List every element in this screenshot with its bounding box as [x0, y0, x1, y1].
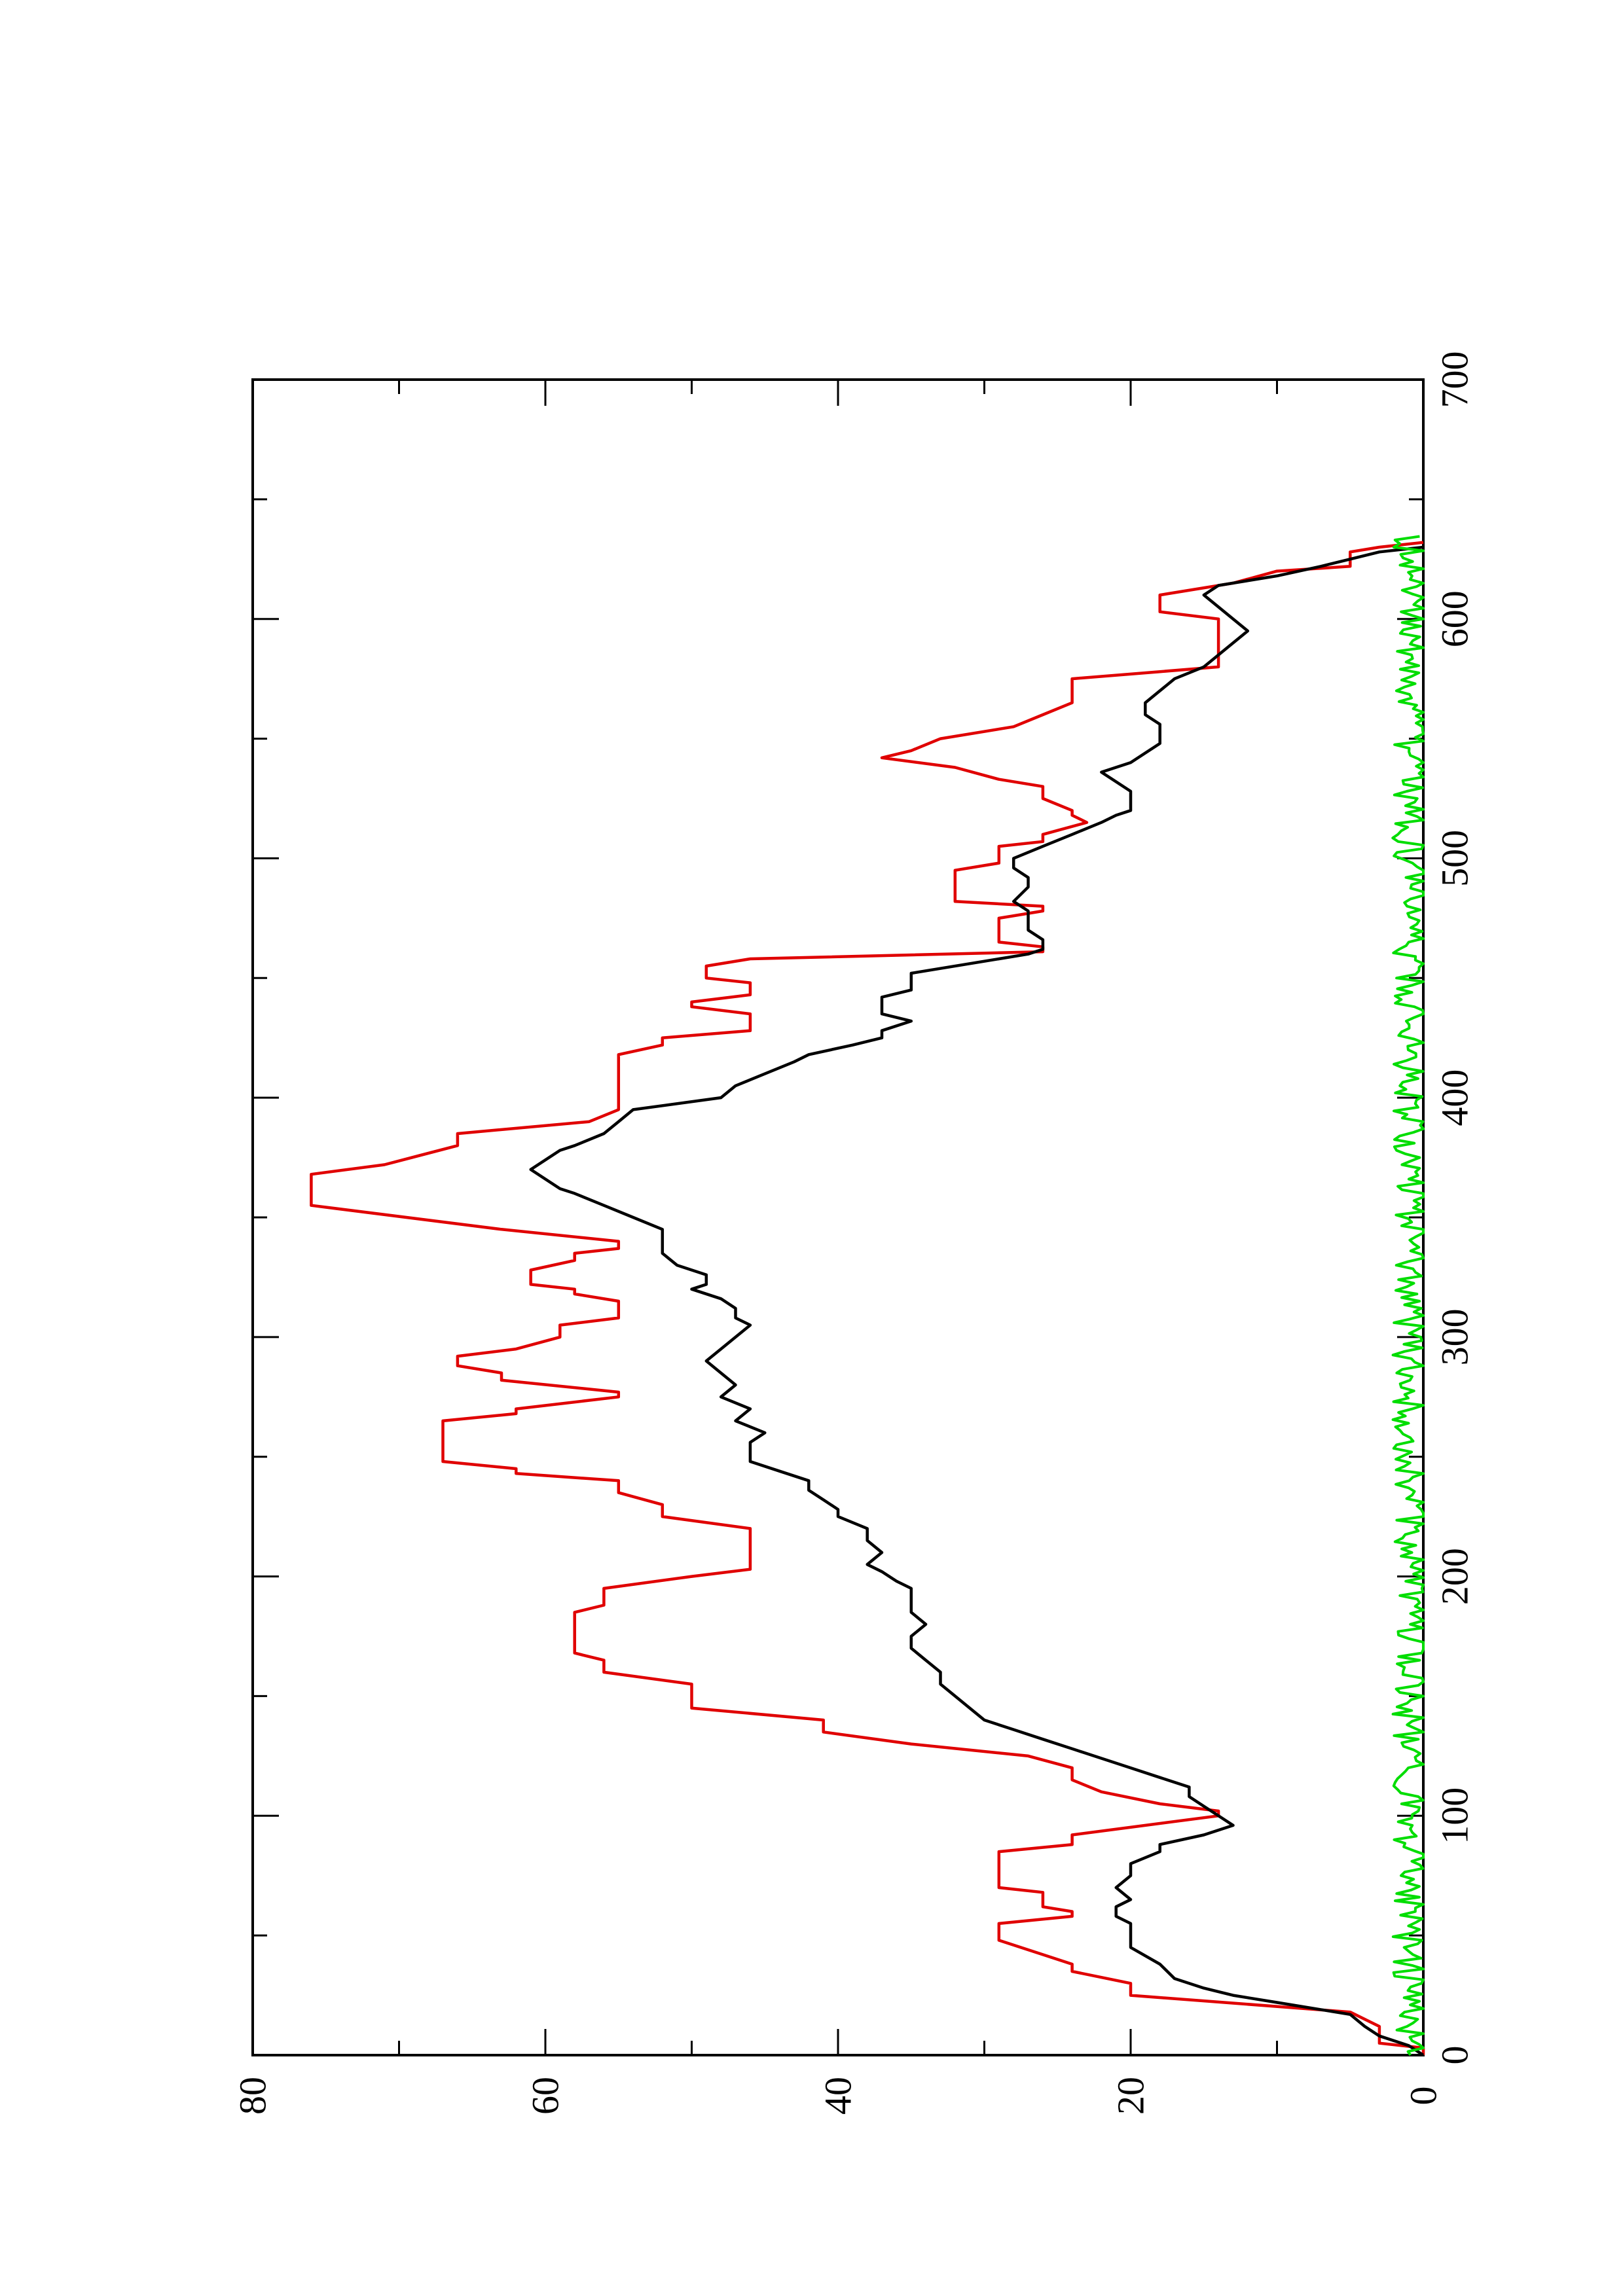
- x-tick-label: 100: [1434, 1787, 1476, 1844]
- x-tick-label: 600: [1434, 590, 1476, 647]
- y-tick-label: 40: [817, 2077, 860, 2115]
- x-tick-label: 200: [1434, 1548, 1476, 1605]
- y-tick-label: 60: [524, 2077, 567, 2115]
- x-tick-label: 500: [1434, 830, 1476, 887]
- series-line-0: [310, 541, 1425, 2055]
- x-tick-label: 300: [1434, 1308, 1476, 1365]
- series-line-1: [529, 545, 1425, 2056]
- y-tick-label: 20: [1110, 2077, 1152, 2115]
- x-tick-label: 700: [1434, 351, 1476, 408]
- plot-area: 0 100 200 300 400 500 600 700 0 20 40 60 80: [232, 351, 1476, 2115]
- x-tick-label: 0: [1434, 2046, 1476, 2065]
- y-tick-label: 0: [1402, 2087, 1445, 2106]
- y-tick-label: 80: [232, 2077, 274, 2115]
- x-tick-label: 400: [1434, 1069, 1476, 1126]
- series-line-2: [1391, 535, 1425, 2056]
